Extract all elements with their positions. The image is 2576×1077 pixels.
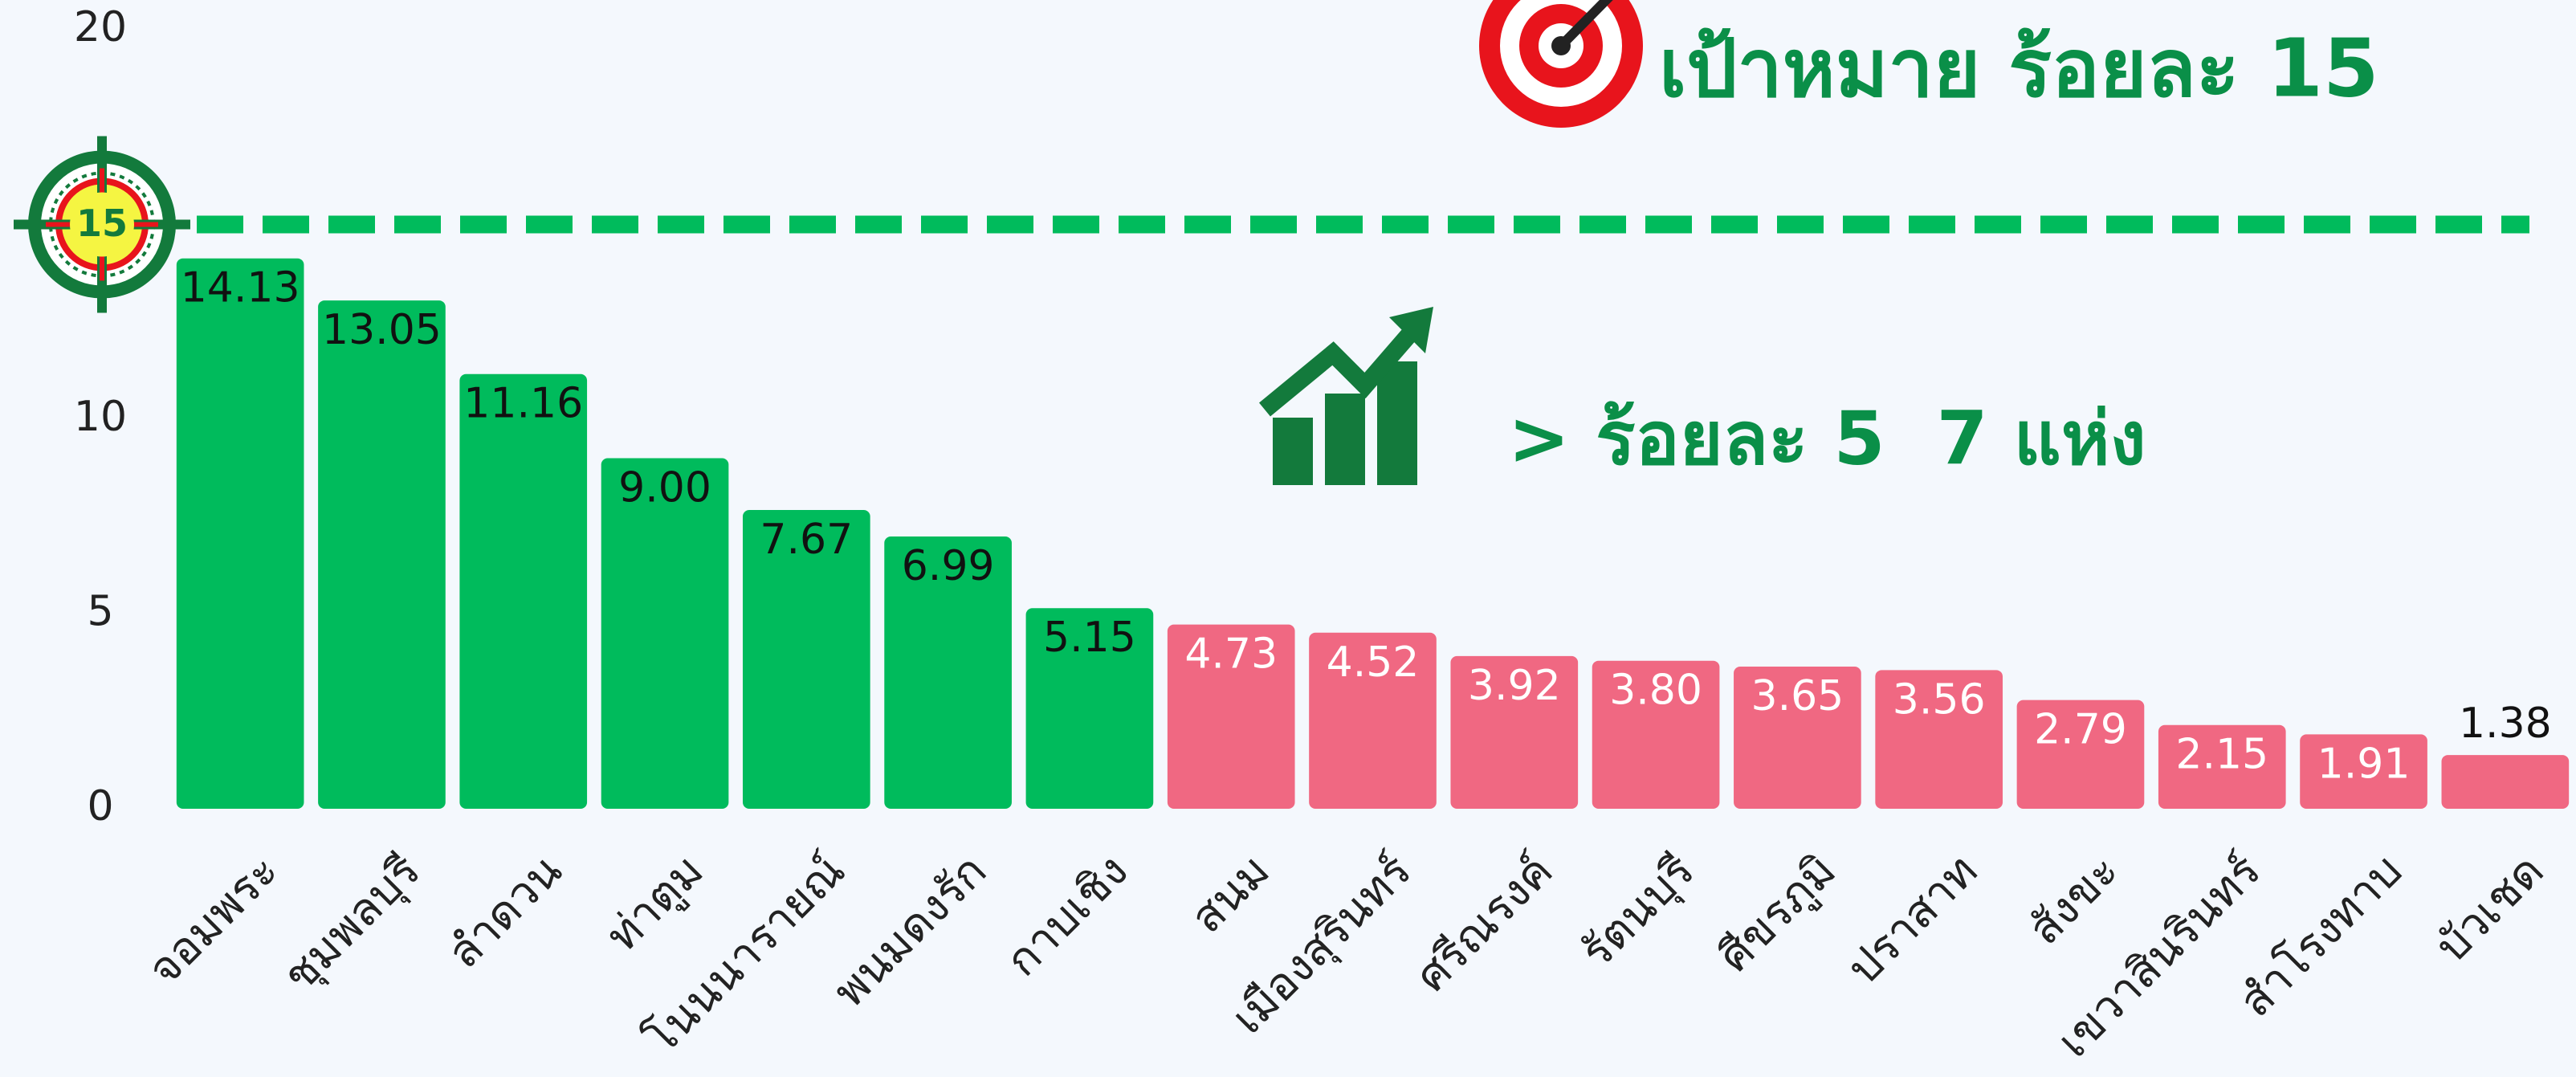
- bar: [742, 510, 870, 809]
- value-label: 2.15: [2175, 731, 2268, 779]
- value-label: 3.80: [1609, 667, 1702, 715]
- bar: [2300, 734, 2427, 809]
- y-tick-label: 20: [74, 3, 127, 51]
- value-label: 13.05: [322, 306, 442, 354]
- target-center: [70, 192, 134, 257]
- bar: [1875, 670, 2003, 809]
- bar: [176, 258, 304, 809]
- value-label: 6.99: [902, 542, 995, 590]
- target-label: 15: [76, 202, 128, 245]
- value-label: 4.52: [1327, 638, 1420, 687]
- bar: [1734, 666, 1861, 809]
- value-label: 2.79: [2034, 706, 2127, 754]
- bar: [1309, 632, 1437, 809]
- annotation: > ร้อยละ 5 7 แห่ง: [1508, 395, 2146, 481]
- chart-title: เป้าหมาย ร้อยละ 15: [1659, 21, 2379, 115]
- bar: [1025, 608, 1154, 809]
- y-tick-label: 0: [87, 782, 113, 830]
- y-tick-label: 10: [74, 393, 127, 441]
- value-label: 3.92: [1468, 662, 1561, 710]
- bar: [2441, 755, 2570, 809]
- growth-icon: [1259, 307, 1433, 485]
- bar: [318, 300, 446, 809]
- value-label: 4.73: [1184, 630, 1278, 679]
- value-label: 11.16: [463, 380, 583, 428]
- value-label: 7.67: [760, 516, 853, 564]
- bar: [1592, 660, 1720, 809]
- bar: [1450, 655, 1579, 809]
- value-label: 1.91: [2317, 740, 2411, 788]
- bar: [2016, 700, 2145, 809]
- title-icon: [1479, 0, 1643, 128]
- value-label: 1.38: [2459, 700, 2552, 748]
- bar: [459, 373, 588, 809]
- value-label: 3.65: [1751, 672, 1844, 720]
- bar: [601, 458, 729, 809]
- bar: [2158, 724, 2286, 809]
- y-tick-label: 5: [87, 588, 113, 636]
- bar: [1167, 624, 1295, 809]
- bar: [884, 536, 1012, 809]
- value-label: 3.56: [1893, 675, 1986, 724]
- value-label: 14.13: [181, 264, 300, 312]
- target-icon: 15: [14, 136, 190, 313]
- value-label: 9.00: [618, 464, 711, 512]
- value-label: 5.15: [1043, 614, 1136, 662]
